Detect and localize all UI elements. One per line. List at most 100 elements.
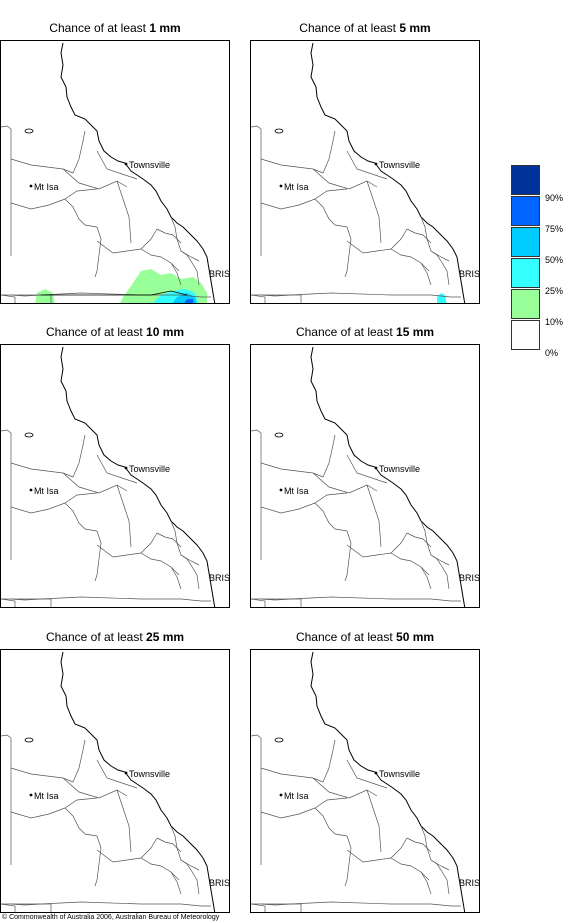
district-border — [170, 566, 182, 590]
brisbane-label: BRIS — [459, 269, 479, 279]
district-border — [10, 462, 74, 478]
coastline — [60, 42, 216, 303]
district-border — [96, 849, 142, 863]
district-border — [10, 596, 211, 602]
townsville-marker — [374, 771, 378, 775]
mt-isa-marker — [29, 184, 33, 188]
district-border — [64, 807, 98, 837]
district-border — [390, 857, 430, 881]
island — [24, 737, 34, 743]
district-border — [1, 903, 16, 912]
mt-isa-marker — [279, 793, 283, 797]
townsville-label: Townsville — [379, 464, 420, 474]
district-border — [170, 871, 182, 895]
district-border — [322, 434, 336, 478]
district-border — [64, 502, 98, 532]
district-border — [1, 429, 12, 434]
district-border — [251, 429, 262, 434]
map-svg: Townsville Mt Isa BRIS — [1, 651, 229, 912]
district-border — [140, 228, 158, 250]
legend-label-25: 25% — [545, 286, 564, 296]
district-border — [390, 837, 408, 859]
legend-swatch-90 — [511, 165, 540, 195]
district-border — [94, 835, 102, 887]
district-border — [312, 472, 378, 494]
district-border — [314, 198, 348, 228]
district-border — [346, 544, 392, 558]
coastline — [60, 346, 216, 607]
brisbane-label: BRIS — [209, 573, 229, 583]
island — [274, 432, 284, 438]
district-border — [180, 554, 200, 566]
district-border — [64, 492, 98, 504]
legend-swatch-25 — [511, 258, 540, 288]
district-border — [96, 544, 142, 558]
district-border — [180, 859, 200, 871]
district-border — [314, 797, 348, 809]
district-border — [251, 598, 266, 607]
district-border — [346, 240, 392, 254]
district-border — [260, 198, 316, 210]
rain-probability-area — [184, 299, 194, 303]
district-border — [390, 552, 430, 576]
mt-isa-marker — [279, 184, 283, 188]
district-border — [420, 216, 438, 256]
district-border — [260, 807, 316, 819]
district-border — [430, 554, 450, 566]
island — [274, 128, 284, 134]
brisbane-label: BRIS — [209, 269, 229, 279]
mt-isa-marker — [279, 488, 283, 492]
district-border — [170, 262, 182, 286]
district-border — [390, 228, 408, 250]
island — [274, 737, 284, 743]
district-border — [346, 150, 388, 180]
map-panel-15mm: Townsville Mt Isa BRIS — [250, 344, 480, 608]
district-border — [436, 254, 450, 286]
island — [24, 432, 34, 438]
district-border — [1, 125, 12, 130]
district-border — [260, 502, 316, 514]
mt-isa-label: Mt Isa — [34, 486, 59, 496]
district-border — [10, 901, 211, 907]
district-border — [436, 863, 450, 895]
coastline — [310, 42, 466, 303]
district-border — [140, 552, 180, 576]
district-border — [314, 188, 348, 200]
townsville-marker — [124, 771, 128, 775]
townsville-marker — [374, 466, 378, 470]
map-svg: Townsville Mt Isa BRIS — [1, 346, 229, 607]
district-border — [420, 566, 432, 590]
district-border — [312, 168, 378, 190]
district-border — [260, 462, 324, 478]
townsville-label: Townsville — [129, 769, 170, 779]
district-border — [251, 294, 266, 303]
district-border — [116, 484, 132, 548]
map-panel-10mm: Townsville Mt Isa BRIS — [0, 344, 230, 608]
rain-probability-area — [35, 289, 55, 303]
townsville-marker — [124, 162, 128, 166]
district-border — [96, 454, 138, 484]
townsville-label: Townsville — [379, 769, 420, 779]
district-border — [170, 216, 188, 256]
district-border — [344, 835, 352, 887]
townsville-label: Townsville — [129, 464, 170, 474]
district-border — [366, 180, 382, 244]
district-border — [314, 807, 348, 837]
district-border — [314, 502, 348, 532]
district-border — [251, 903, 266, 912]
mt-isa-marker — [29, 793, 33, 797]
district-border — [94, 226, 102, 278]
district-border — [64, 797, 98, 809]
district-border — [420, 825, 438, 865]
district-border — [1, 598, 16, 607]
district-border — [10, 158, 74, 174]
district-border — [170, 520, 188, 560]
district-border — [260, 158, 324, 174]
district-border — [180, 250, 200, 262]
map-panel-5mm: Townsville Mt Isa BRIS — [250, 40, 480, 304]
rain-probability-area — [437, 293, 447, 303]
district-border — [390, 248, 430, 272]
district-border — [64, 198, 98, 228]
coastline — [310, 651, 466, 912]
district-border — [251, 734, 262, 739]
